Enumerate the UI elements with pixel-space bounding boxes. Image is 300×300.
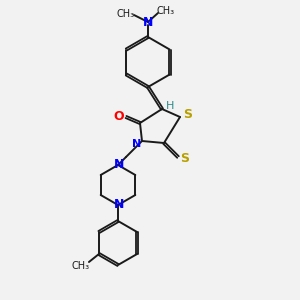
Text: N: N bbox=[132, 139, 142, 149]
Text: CH₃: CH₃ bbox=[72, 261, 90, 271]
Text: N: N bbox=[114, 199, 124, 212]
Text: S: S bbox=[181, 152, 190, 166]
Text: H: H bbox=[166, 101, 174, 111]
Text: S: S bbox=[184, 109, 193, 122]
Text: O: O bbox=[114, 110, 124, 122]
Text: N: N bbox=[143, 16, 153, 28]
Text: CH₃: CH₃ bbox=[157, 6, 175, 16]
Text: CH₃: CH₃ bbox=[117, 9, 135, 19]
Text: N: N bbox=[114, 158, 124, 172]
